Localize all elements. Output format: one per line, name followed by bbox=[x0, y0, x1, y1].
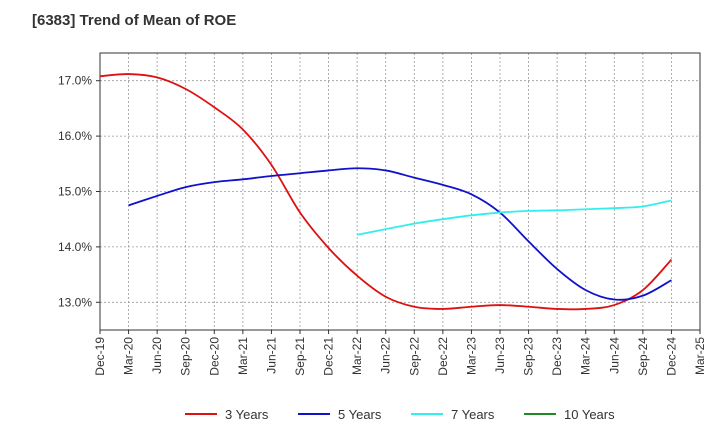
x-tick-label: Dec-23 bbox=[550, 337, 564, 376]
x-tick-label: Sep-21 bbox=[293, 337, 307, 376]
series-lines bbox=[99, 73, 673, 311]
x-tick-label: Mar-21 bbox=[236, 337, 250, 375]
y-tick-label: 14.0% bbox=[58, 240, 92, 254]
x-tick-label: Jun-24 bbox=[607, 337, 621, 374]
y-tick-label: 16.0% bbox=[58, 129, 92, 143]
x-tick-label: Dec-21 bbox=[322, 337, 336, 376]
legend-label-7-years: 7 Years bbox=[451, 407, 495, 422]
x-tick-label: Mar-22 bbox=[350, 337, 364, 375]
chart-title: [6383] Trend of Mean of ROE bbox=[32, 12, 237, 29]
x-tick-label: Sep-23 bbox=[522, 337, 536, 376]
y-tick-label: 13.0% bbox=[58, 295, 92, 309]
x-tick-label: Dec-19 bbox=[93, 337, 107, 376]
legend-label-3-years: 3 Years bbox=[225, 407, 269, 422]
x-tick-label: Mar-25 bbox=[693, 337, 707, 375]
legend-label-10-years: 10 Years bbox=[564, 407, 615, 422]
y-tick-label: 17.0% bbox=[58, 74, 92, 88]
x-tick-label: Jun-21 bbox=[264, 337, 278, 374]
y-tick-label: 15.0% bbox=[58, 185, 92, 199]
x-tick-label: Sep-20 bbox=[179, 337, 193, 376]
grid-lines bbox=[100, 53, 700, 330]
x-tick-label: Dec-20 bbox=[207, 337, 221, 376]
x-tick-label: Mar-20 bbox=[122, 337, 136, 375]
y-axis: 13.0% 14.0% 15.0% 16.0% 17.0% bbox=[58, 74, 100, 309]
legend: 3 Years 5 Years 7 Years 10 Years bbox=[185, 407, 615, 422]
x-tick-label: Mar-23 bbox=[464, 337, 478, 375]
series-line-7-years bbox=[356, 199, 672, 236]
legend-label-5-years: 5 Years bbox=[338, 407, 382, 422]
x-tick-label: Jun-22 bbox=[379, 337, 393, 374]
x-tick-label: Sep-24 bbox=[636, 337, 650, 376]
series-line-3-years bbox=[99, 73, 673, 311]
x-axis: Dec-19 Mar-20 Jun-20 Sep-20 Dec-20 Mar-21 Jun-… bbox=[93, 330, 707, 376]
x-tick-label: Dec-22 bbox=[436, 337, 450, 376]
series-line-5-years bbox=[128, 167, 672, 301]
x-tick-label: Jun-20 bbox=[150, 337, 164, 374]
x-tick-label: Dec-24 bbox=[664, 337, 678, 376]
x-tick-label: Jun-23 bbox=[493, 337, 507, 374]
x-tick-label: Sep-22 bbox=[407, 337, 421, 376]
x-tick-label: Mar-24 bbox=[579, 337, 593, 375]
